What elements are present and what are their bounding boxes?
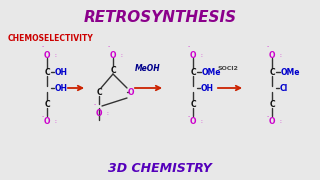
Text: O: O bbox=[269, 51, 275, 60]
Text: O: O bbox=[44, 51, 50, 60]
Text: O: O bbox=[44, 116, 50, 125]
Text: OH: OH bbox=[54, 68, 68, 76]
Text: O: O bbox=[96, 109, 102, 118]
Text: O: O bbox=[190, 116, 196, 125]
Text: Cl: Cl bbox=[280, 84, 288, 93]
Text: OMe: OMe bbox=[280, 68, 300, 76]
Text: :: : bbox=[200, 53, 202, 57]
Text: O: O bbox=[128, 87, 134, 96]
Text: ··: ·· bbox=[187, 44, 191, 50]
Text: :: : bbox=[279, 53, 281, 57]
Text: :: : bbox=[54, 53, 56, 57]
Text: ··: ·· bbox=[266, 114, 270, 120]
Text: C: C bbox=[190, 68, 196, 76]
Text: :: : bbox=[106, 111, 108, 116]
Text: ··: ·· bbox=[93, 102, 97, 107]
Text: OH: OH bbox=[54, 84, 68, 93]
Text: C: C bbox=[44, 100, 50, 109]
Text: O: O bbox=[190, 51, 196, 60]
Text: SOCl2: SOCl2 bbox=[218, 66, 238, 71]
Text: C: C bbox=[96, 87, 102, 96]
Text: ··: ·· bbox=[107, 44, 111, 50]
Text: ··: ·· bbox=[41, 44, 45, 50]
Text: 3D CHEMISTRY: 3D CHEMISTRY bbox=[108, 161, 212, 174]
Text: CHEMOSELECTIVITY: CHEMOSELECTIVITY bbox=[8, 33, 94, 42]
Text: :: : bbox=[279, 118, 281, 123]
Text: C: C bbox=[269, 68, 275, 76]
Text: C: C bbox=[269, 100, 275, 109]
Text: OMe: OMe bbox=[201, 68, 221, 76]
Text: :: : bbox=[120, 53, 122, 57]
Text: OH: OH bbox=[201, 84, 213, 93]
Text: C: C bbox=[110, 66, 116, 75]
Text: MeOH: MeOH bbox=[135, 64, 161, 73]
Text: C: C bbox=[44, 68, 50, 76]
Text: O: O bbox=[269, 116, 275, 125]
Text: O: O bbox=[110, 51, 116, 60]
Text: ··: ·· bbox=[266, 44, 270, 50]
Text: C: C bbox=[190, 100, 196, 109]
Text: ··: ·· bbox=[187, 114, 191, 120]
Text: :: : bbox=[200, 118, 202, 123]
Text: RETROSYNTHESIS: RETROSYNTHESIS bbox=[84, 10, 236, 25]
Text: ··: ·· bbox=[41, 114, 45, 120]
Text: :: : bbox=[54, 118, 56, 123]
